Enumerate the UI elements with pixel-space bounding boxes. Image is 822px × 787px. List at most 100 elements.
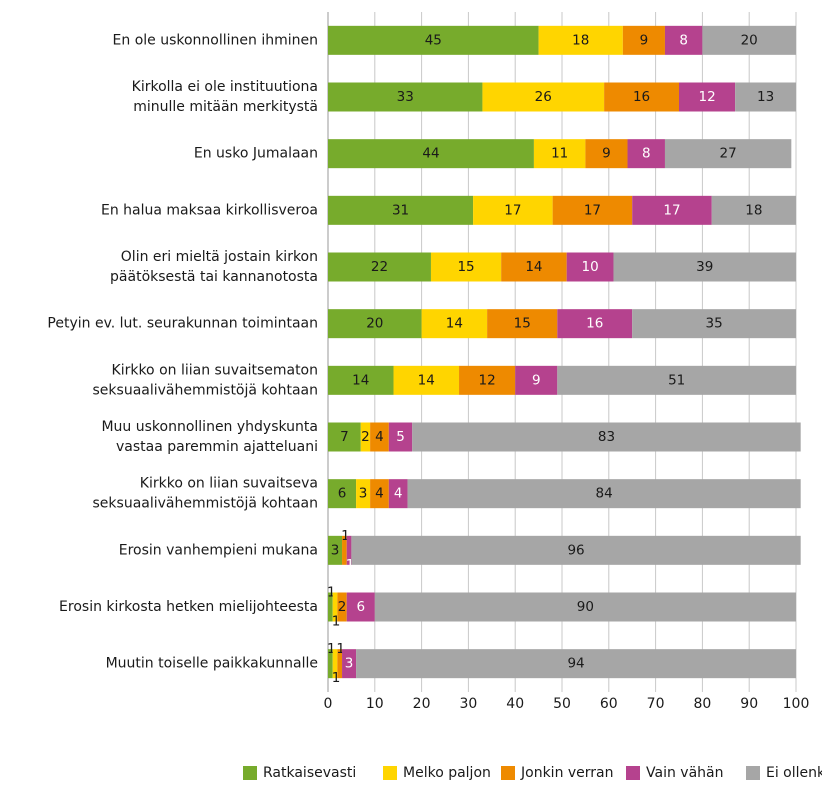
value-label: 7 — [340, 429, 349, 445]
value-label: 1 — [327, 641, 336, 657]
x-tick-label: 30 — [459, 696, 477, 712]
bar-segment — [328, 649, 333, 679]
bar-segment — [370, 422, 389, 452]
value-label: 9 — [532, 372, 541, 388]
legend-swatch — [243, 766, 257, 780]
value-label: 16 — [633, 89, 650, 105]
legend-label: Ratkaisevasti — [263, 765, 356, 781]
value-label: 3 — [345, 656, 354, 672]
bar-segment — [328, 592, 333, 622]
bar-segment — [735, 82, 796, 112]
x-tick-label: 60 — [600, 696, 618, 712]
bar-segment — [538, 25, 623, 55]
value-label: 2 — [338, 599, 347, 615]
y-tick-label: minulle mitään merkitystä — [133, 99, 318, 115]
value-label: 45 — [425, 32, 442, 48]
legend-swatch — [501, 766, 515, 780]
value-label: 16 — [586, 316, 603, 332]
x-tick-label: 70 — [647, 696, 665, 712]
value-label: 3 — [359, 486, 368, 502]
x-tick-label: 80 — [693, 696, 711, 712]
value-label: 20 — [366, 316, 383, 332]
value-label: 12 — [479, 372, 496, 388]
bar-segment — [337, 592, 347, 622]
y-tick-label: Erosin kirkosta hetken mielijohteesta — [59, 599, 318, 615]
bar-segment — [664, 139, 792, 169]
bar-segment — [632, 195, 712, 225]
bar-segment — [328, 309, 422, 339]
value-label: 20 — [741, 32, 758, 48]
bar-segment — [346, 535, 352, 565]
x-tick-label: 40 — [506, 696, 524, 712]
y-tick-label: En ole uskonnollinen ihminen — [113, 32, 318, 48]
bar-segment — [585, 139, 628, 169]
bar-segment — [360, 422, 371, 452]
value-label: 6 — [338, 486, 347, 502]
bar-segment — [328, 82, 483, 112]
value-label: 9 — [602, 146, 611, 162]
bar-segment — [388, 479, 408, 509]
value-label: 33 — [397, 89, 414, 105]
value-label: 84 — [596, 486, 613, 502]
value-label: 31 — [392, 202, 409, 218]
bar-segment — [328, 479, 357, 509]
bar-segment — [664, 25, 703, 55]
y-tick-label: päätöksestä tai kannanotosta — [110, 269, 318, 285]
legend-label: Melko paljon — [403, 765, 491, 781]
bar-segment — [412, 422, 801, 452]
value-label: 17 — [584, 202, 601, 218]
value-label: 1 — [341, 528, 350, 544]
bar-segment — [566, 252, 614, 282]
legend-swatch — [383, 766, 397, 780]
value-label: 22 — [371, 259, 388, 275]
value-label: 8 — [679, 32, 688, 48]
bar-segment — [552, 195, 633, 225]
value-label: 2 — [361, 429, 370, 445]
legend-swatch — [746, 766, 760, 780]
value-label: 13 — [757, 89, 774, 105]
value-label: 83 — [598, 429, 615, 445]
value-label: 1 — [346, 557, 355, 573]
value-label: 96 — [567, 542, 584, 558]
bar-segment — [627, 139, 665, 169]
bar-segment — [328, 252, 431, 282]
bar-segment — [622, 25, 665, 55]
value-label: 1 — [336, 641, 345, 657]
bar-segment — [613, 252, 796, 282]
bar-segment — [328, 365, 394, 395]
bar-segment — [421, 309, 488, 339]
value-label: 12 — [698, 89, 715, 105]
value-label: 1 — [332, 614, 341, 630]
y-tick-label: seksuaalivähemmistöjä kohtaan — [93, 382, 318, 398]
value-label: 44 — [422, 146, 439, 162]
bar-segment — [356, 649, 796, 679]
value-label: 94 — [567, 656, 584, 672]
bar-segment — [342, 535, 347, 565]
value-label: 17 — [504, 202, 521, 218]
bar-segment — [393, 365, 460, 395]
legend-label: Vain vähän — [646, 765, 723, 781]
value-label: 6 — [356, 599, 365, 615]
y-tick-label: Kirkolla ei ole instituutiona — [132, 79, 318, 95]
y-tick-label: Muu uskonnollinen yhdyskunta — [101, 419, 318, 435]
x-tick-label: 0 — [324, 696, 333, 712]
y-tick-label: Kirkko on liian suvaitseva — [140, 476, 318, 492]
bar-segment — [501, 252, 567, 282]
bar-segment — [632, 309, 796, 339]
bar-segment — [430, 252, 502, 282]
bar-segment — [702, 25, 796, 55]
y-tick-label: En halua maksaa kirkollisveroa — [101, 202, 318, 218]
bar-segment — [328, 25, 539, 55]
value-label: 27 — [720, 146, 737, 162]
bar-segment — [351, 535, 801, 565]
legend-label: Jonkin verran — [520, 765, 614, 781]
bar-segment — [342, 649, 357, 679]
bar-segment — [604, 82, 679, 112]
y-tick-label: Olin eri mieltä jostain kirkon — [121, 249, 318, 265]
value-label: 9 — [640, 32, 649, 48]
value-label: 14 — [525, 259, 542, 275]
y-tick-label: En usko Jumalaan — [194, 146, 318, 162]
bar-segment — [407, 479, 801, 509]
value-label: 35 — [706, 316, 723, 332]
